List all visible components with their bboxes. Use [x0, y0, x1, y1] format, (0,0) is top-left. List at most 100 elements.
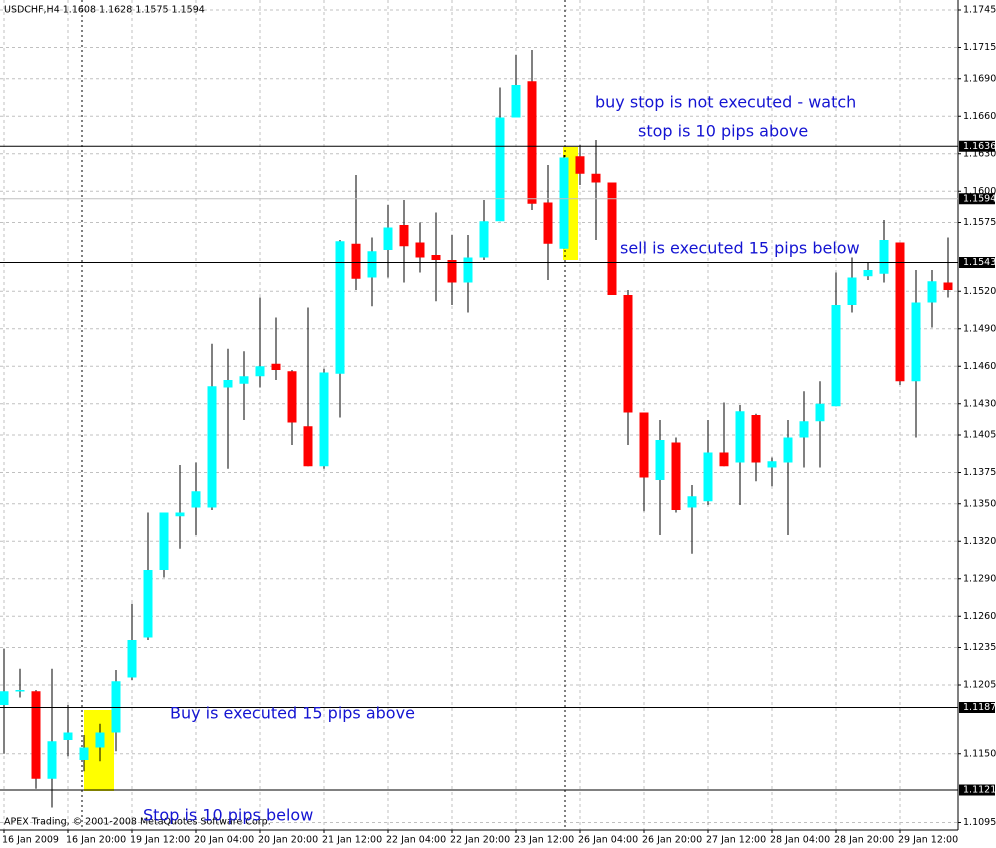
y-tick-label: 1.1350: [963, 498, 996, 509]
x-tick-label: 20 Jan 20:00: [258, 835, 318, 846]
candle-body: [431, 255, 441, 260]
candle-body: [735, 411, 745, 463]
x-tick-label: 19 Jan 12:00: [130, 835, 190, 846]
candle-body: [639, 412, 649, 478]
x-tick-label: 21 Jan 12:00: [322, 835, 382, 846]
price-label-bg: [959, 784, 995, 796]
candle-body: [463, 257, 473, 283]
candle-body: [63, 732, 73, 740]
y-tick-label: 1.1235: [963, 642, 996, 653]
candle-body: [511, 85, 521, 118]
x-tick-label: 22 Jan 20:00: [450, 835, 510, 846]
y-tick-label: 1.1660: [963, 111, 996, 122]
candle-body: [927, 281, 937, 303]
candle-body: [895, 242, 905, 382]
price-label: 1.1121: [963, 785, 996, 796]
candle-body: [559, 157, 569, 249]
price-label-bg: [959, 257, 995, 268]
candle-body: [703, 452, 713, 502]
candle-body: [111, 681, 121, 733]
candle-body: [367, 251, 377, 278]
price-label: 1.1543: [963, 257, 996, 268]
candle-body: [671, 442, 681, 510]
candle-body: [479, 221, 489, 258]
x-tick-label: 26 Jan 20:00: [642, 835, 702, 846]
y-tick-label: 1.1460: [963, 361, 996, 372]
y-tick-label: 1.1095: [963, 817, 996, 828]
x-tick-label: 20 Jan 04:00: [194, 835, 254, 846]
x-tick-label: 26 Jan 04:00: [578, 835, 638, 846]
candle-body: [79, 747, 89, 760]
x-tick-label: 27 Jan 12:00: [706, 835, 766, 846]
x-tick-label: 16 Jan 20:00: [66, 835, 126, 846]
candle-body: [31, 691, 41, 779]
candle-body: [655, 440, 665, 480]
candle-body: [847, 277, 857, 305]
x-tick-label: 16 Jan 2009: [2, 835, 59, 846]
candle-body: [0, 691, 9, 705]
candle-body: [879, 240, 889, 274]
y-tick-label: 1.1630: [963, 148, 996, 159]
candle-body: [863, 270, 873, 277]
candle-body: [223, 380, 233, 388]
candle-body: [623, 295, 633, 413]
y-tick-label: 1.1490: [963, 323, 996, 334]
plot: [0, 50, 953, 808]
candle-body: [191, 491, 201, 508]
annotation: buy stop is not executed - watch: [595, 93, 856, 112]
y-tick-label: 1.1520: [963, 286, 996, 297]
candle-body: [159, 512, 169, 570]
candle-body: [47, 741, 57, 779]
candle-body: [751, 415, 761, 463]
y-tick-label: 1.1600: [963, 186, 996, 197]
candle-body: [783, 437, 793, 463]
y-tick-label: 1.1290: [963, 573, 996, 584]
y-tick-label: 1.1430: [963, 398, 996, 409]
y-tick-label: 1.1715: [963, 42, 996, 53]
x-tick-label: 28 Jan 20:00: [834, 835, 894, 846]
y-tick-label: 1.1320: [963, 536, 996, 547]
y-tick-label: 1.1575: [963, 217, 996, 228]
candle-body: [95, 732, 105, 748]
candle-body: [175, 512, 185, 517]
candle-body: [351, 243, 361, 279]
candle-body: [591, 173, 601, 183]
candle-body: [527, 81, 537, 204]
candle-body: [543, 202, 553, 244]
x-tick-label: 22 Jan 04:00: [386, 835, 446, 846]
candle-body: [239, 376, 249, 384]
candle-body: [911, 302, 921, 382]
footer: APEX Trading, © 2001-2008 MetaQuotes Sof…: [4, 817, 271, 828]
candle-body: [271, 363, 281, 370]
candle-body: [415, 242, 425, 258]
candle-body: [719, 452, 729, 467]
y-tick-label: 1.1375: [963, 467, 996, 478]
candle-body: [399, 225, 409, 247]
price-label: 1.1187: [963, 702, 996, 713]
candle-body: [831, 305, 841, 407]
candle-body: [207, 386, 217, 508]
annotation: sell is executed 15 pips below: [620, 239, 860, 258]
chart-title: USDCHF,H4 1.1608 1.1628 1.1575 1.1594: [4, 5, 205, 16]
candle-body: [815, 403, 825, 422]
price-label-bg: [959, 193, 995, 205]
candle-body: [127, 640, 137, 678]
x-tick-label: 23 Jan 12:00: [514, 835, 574, 846]
highlight: [84, 710, 114, 791]
candle-body: [767, 461, 777, 468]
x-tick-label: 28 Jan 04:00: [770, 835, 830, 846]
y-tick-label: 1.1260: [963, 611, 996, 622]
y-tick-label: 1.1405: [963, 430, 996, 441]
annotation: Stop is 10 pips below: [143, 806, 313, 825]
annotation: Buy is executed 15 pips above: [170, 704, 415, 723]
candle-body: [687, 496, 697, 508]
candle-body: [943, 282, 953, 290]
price-label-bg: [959, 702, 995, 713]
candle-body: [287, 371, 297, 423]
grid: [0, 0, 958, 830]
y-tick-label: 1.1690: [963, 73, 996, 84]
candle-body: [255, 366, 265, 377]
price-label: 1.1594: [963, 193, 996, 204]
candle-body: [799, 421, 809, 438]
